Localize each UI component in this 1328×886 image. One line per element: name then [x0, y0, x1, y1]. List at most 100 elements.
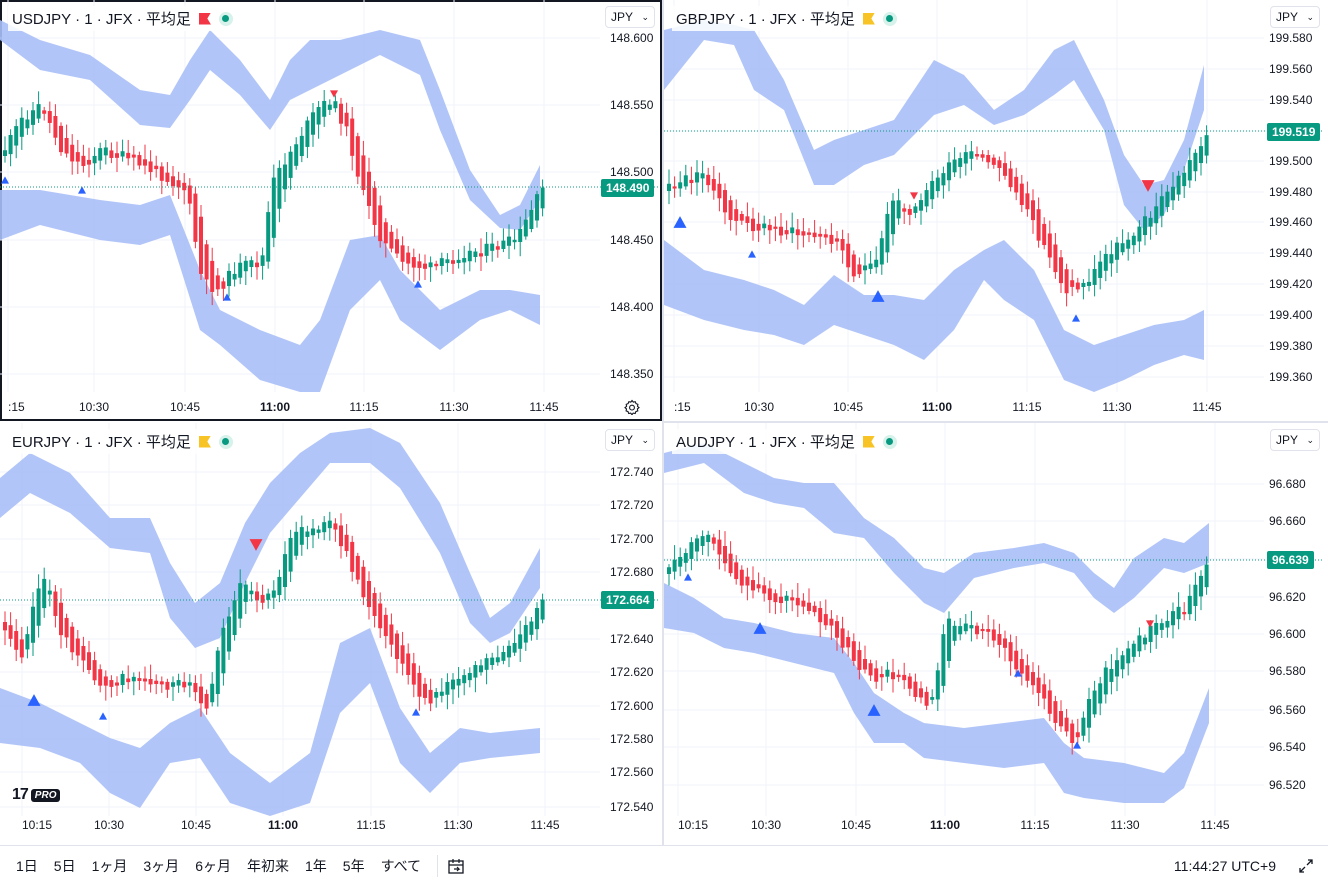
candle-body [103, 676, 108, 686]
time-axis-label: 10:30 [751, 818, 781, 832]
chart-pane-audjpy[interactable]: 96.68096.66096.64096.62096.60096.58096.5… [664, 423, 1328, 845]
candle-body [1131, 643, 1136, 657]
currency-button[interactable]: JPY ⌄ [605, 6, 655, 28]
candle-body [919, 200, 923, 211]
candle-body [1176, 175, 1181, 195]
price-axis-label: 148.400 [610, 300, 654, 314]
candle-body [523, 625, 528, 643]
candle-body [1193, 584, 1198, 607]
audjpy-plot[interactable]: 96.68096.66096.64096.62096.60096.58096.5… [664, 423, 1328, 845]
chart-pane-eurjpy[interactable]: 172.740172.720172.700172.680172.660172.6… [0, 423, 662, 845]
candle-body [36, 588, 41, 626]
candle-body [227, 616, 231, 652]
candle-body [767, 588, 772, 601]
date-range-icon[interactable] [446, 856, 466, 876]
candle-body [947, 162, 951, 181]
candle-body [683, 175, 688, 187]
candle-body [728, 200, 733, 221]
candle-body [1019, 183, 1024, 206]
range-button-ytd[interactable]: 年初来 [246, 858, 289, 874]
range-button-6m[interactable]: 6ヶ月 [195, 858, 231, 874]
clock-timezone[interactable]: 11:44:27 UTC+9 [1173, 858, 1276, 874]
range-button-all[interactable]: すべて [380, 858, 422, 874]
time-axis-label: 11:15 [1020, 818, 1049, 832]
flag-icon[interactable] [862, 12, 875, 25]
candle-body [1059, 257, 1063, 284]
symbol-label[interactable]: USDJPY · 1 · JFX · 平均足 [12, 11, 191, 28]
flag-icon[interactable] [198, 12, 211, 25]
candle-body [689, 542, 694, 559]
candle-body [411, 257, 416, 268]
candle-body [896, 674, 901, 678]
flag-icon[interactable] [198, 435, 211, 448]
candle-body [126, 152, 131, 159]
time-axis-label: 11:00 [922, 400, 952, 414]
currency-button[interactable]: JPY ⌄ [605, 429, 655, 451]
candle-body [790, 227, 795, 234]
candle-body [31, 606, 35, 643]
currency-button[interactable]: JPY ⌄ [1270, 6, 1320, 28]
currency-button[interactable]: JPY ⌄ [1270, 429, 1320, 451]
candle-body [930, 697, 935, 700]
candle-body [963, 623, 968, 632]
candle-body [879, 674, 884, 678]
candle-body [204, 693, 209, 709]
candle-body [31, 110, 35, 125]
chevron-down-icon: ⌄ [1306, 434, 1314, 445]
symbol-label[interactable]: AUDJPY · 1 · JFX · 平均足 [676, 434, 855, 451]
fullscreen-icon[interactable] [1298, 858, 1314, 874]
range-button-1m[interactable]: 1ヶ月 [91, 858, 128, 874]
candle-body [417, 672, 422, 697]
candle-body [148, 679, 153, 685]
symbol-label[interactable]: EURJPY · 1 · JFX · 平均足 [12, 434, 191, 451]
pane-divider-horizontal[interactable] [664, 421, 1328, 423]
range-button-1d[interactable]: 1日 [16, 858, 38, 874]
candle-body [355, 136, 360, 177]
candle-body [518, 228, 523, 242]
time-axis-label: :15 [674, 400, 691, 414]
candle-body [1036, 677, 1041, 694]
candle-body [176, 180, 181, 188]
candle-body [294, 531, 299, 556]
candle-body [700, 536, 705, 546]
candle-body [784, 230, 789, 235]
chart-pane-usdjpy[interactable]: 148.600 148.550 148.500 148.450 148.400 148.3… [0, 0, 662, 421]
candle-body [98, 148, 103, 161]
candle-body [745, 576, 750, 586]
candle-body [131, 154, 136, 158]
candle-body [1075, 732, 1080, 738]
pane-divider-vertical[interactable] [662, 0, 664, 845]
range-button-1y[interactable]: 1年 [304, 858, 327, 874]
candle-body [667, 567, 671, 574]
range-button-5y[interactable]: 5年 [342, 858, 365, 874]
candle-body [87, 159, 91, 165]
settings-icon[interactable] [624, 399, 640, 415]
candle-body [902, 208, 907, 212]
usdjpy-plot[interactable]: 148.600 148.550 148.500 148.450 148.400 148.3… [0, 0, 662, 421]
range-button-3m[interactable]: 3ヶ月 [143, 858, 180, 874]
candle-body [176, 680, 181, 686]
tradingview-logo[interactable]: 17 PRO [12, 786, 61, 804]
candle-body [137, 155, 142, 166]
candle-body [751, 218, 755, 232]
gbpjpy-plot[interactable]: 199.580199.560199.540199.520199.500199.4… [664, 0, 1328, 421]
flag-icon[interactable] [862, 435, 875, 448]
candle-body [919, 688, 923, 698]
candle-body [148, 161, 153, 173]
candle-body [1199, 575, 1203, 597]
candle-body [529, 209, 534, 230]
candle-body [490, 243, 495, 251]
symbol-label[interactable]: GBPJPY · 1 · JFX · 平均足 [676, 11, 855, 28]
price-axis-label: 96.660 [1269, 514, 1306, 528]
range-button-5d[interactable]: 5日 [53, 858, 76, 874]
price-axis-label: 199.440 [1269, 246, 1313, 260]
candle-body [1171, 186, 1175, 201]
candle-body [322, 100, 327, 117]
eurjpy-plot[interactable]: 172.740172.720172.700172.680172.660172.6… [0, 423, 662, 845]
time-axis-label: 11:30 [1110, 818, 1139, 832]
chart-pane-gbpjpy[interactable]: 199.580199.560199.540199.520199.500199.4… [664, 0, 1328, 421]
candle-body [400, 645, 405, 664]
market-status-icon [218, 11, 233, 26]
buy-signal-marker [1, 176, 9, 184]
chevron-down-icon: ⌄ [1306, 11, 1314, 22]
